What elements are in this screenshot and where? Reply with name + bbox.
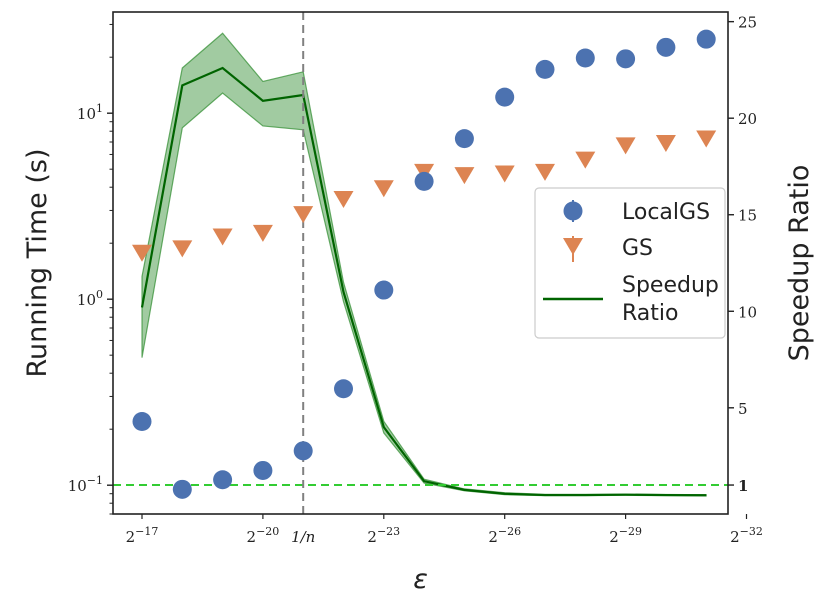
right-tick-label: 5 — [738, 400, 748, 418]
speedup-ratio-line — [140, 66, 707, 497]
localgs-point — [696, 29, 716, 49]
localgs-point — [656, 37, 676, 57]
right-tick-label: 10 — [738, 303, 757, 321]
gs-point — [132, 244, 152, 262]
legend: LocalGS GS Speedup Ratio — [534, 187, 726, 339]
left-axis-title: Running Time (s) — [22, 148, 53, 377]
legend-localgs-marker — [563, 201, 583, 221]
localgs-point — [253, 460, 273, 480]
gs-point — [373, 180, 394, 198]
gs-point — [655, 135, 676, 153]
x-tick-label-one-over-n: 1/n — [291, 528, 315, 546]
x-tick-label: 2−26 — [488, 525, 521, 546]
gs-point — [575, 151, 596, 169]
right-tick-label: 20 — [738, 110, 757, 128]
left-tick-label: 100 — [77, 288, 103, 309]
left-tick-label: 10−1 — [68, 474, 103, 495]
gs-point — [535, 163, 555, 181]
legend-gs-marker — [563, 238, 583, 255]
gs-point — [615, 137, 636, 155]
x-tick-label: 2−32 — [730, 525, 763, 546]
localgs-point — [293, 441, 313, 461]
localgs-point — [495, 87, 515, 107]
x-tick-label: 2−17 — [126, 525, 159, 546]
right-tick-label: 25 — [738, 14, 757, 32]
left-tick-label: 101 — [77, 102, 103, 123]
localgs-point — [454, 129, 474, 149]
right-tick-label: 15 — [738, 207, 757, 225]
legend-localgs-label: LocalGS — [622, 200, 710, 225]
gs-point — [172, 240, 193, 258]
gs-point — [333, 190, 354, 208]
legend-gs-label: GS — [622, 236, 653, 261]
gs-point — [494, 165, 515, 183]
localgs-point — [172, 479, 192, 499]
gs-point — [696, 130, 717, 148]
localgs-point — [334, 379, 353, 399]
legend-speedup-label-line1: Speedup — [622, 273, 719, 298]
x-tick-label: 2−20 — [247, 525, 280, 546]
gs-point — [454, 167, 475, 185]
localgs-point — [374, 280, 394, 300]
localgs-point — [132, 411, 152, 431]
gs-point — [212, 228, 233, 246]
localgs-point — [535, 59, 555, 79]
localgs-point — [213, 470, 233, 490]
x-tick-label: 2−23 — [367, 525, 400, 546]
x-axis-title: ε — [413, 564, 428, 595]
plot-frame — [112, 11, 729, 515]
right-axis-title: Speedup Ratio — [784, 165, 815, 362]
legend-box — [534, 187, 726, 339]
x-tick-label: 2−29 — [609, 525, 642, 546]
plot-data-layer — [113, 12, 728, 514]
localgs-point — [616, 49, 636, 69]
right-tick-label: 1 — [738, 477, 748, 495]
legend-speedup-label-line2: Ratio — [622, 301, 678, 326]
localgs-point — [414, 171, 434, 191]
gs-point — [293, 206, 314, 224]
gs-point — [252, 224, 273, 242]
localgs-point — [575, 48, 595, 68]
